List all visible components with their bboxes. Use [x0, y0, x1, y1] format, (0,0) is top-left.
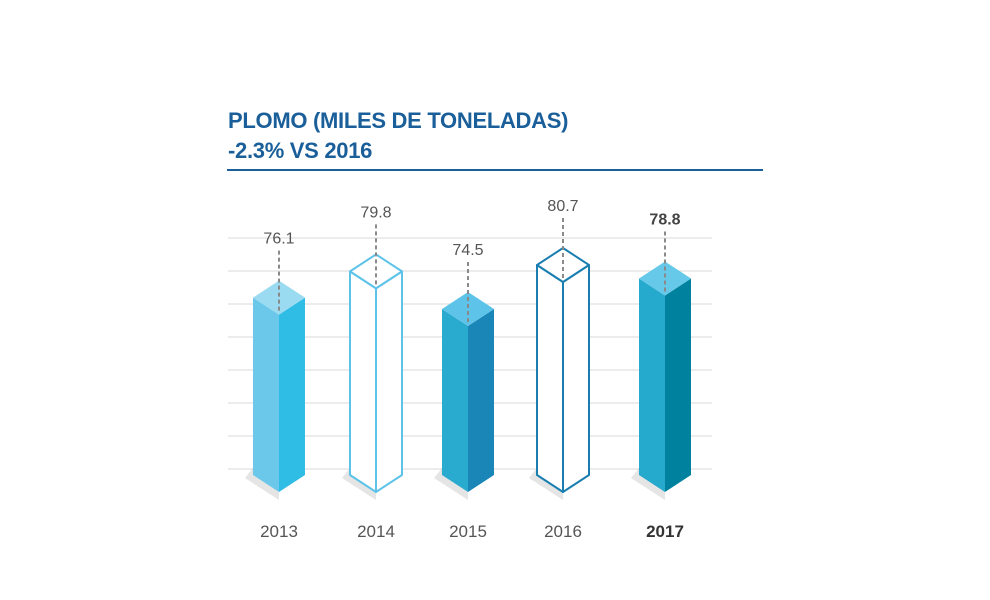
data-label: 74.5	[452, 242, 483, 259]
bar-top-face	[253, 280, 305, 315]
bar-2014: 79.8 2014	[342, 204, 403, 541]
bar-right-face	[375, 270, 403, 493]
bar-2015: 74.5 2015	[434, 242, 494, 541]
bar-top-face	[639, 261, 691, 296]
bar-right-face	[279, 297, 305, 492]
x-tick-label: 2016	[544, 522, 582, 541]
x-tick-label: 2017	[646, 522, 684, 541]
data-label: 80.7	[547, 198, 578, 215]
chart-title-block: PLOMO (MILES DE TONELADAS) -2.3% VS 2016	[228, 106, 763, 166]
bar-top-face	[536, 247, 590, 283]
bar-left-face	[536, 264, 564, 493]
bar-2016: 80.7 2016	[529, 198, 590, 541]
data-label: 76.1	[263, 231, 294, 248]
bar-right-face	[665, 278, 691, 492]
x-tick-label: 2013	[260, 522, 298, 541]
bar-2013: 76.1 2013	[245, 231, 305, 541]
chart-title: PLOMO (MILES DE TONELADAS)	[228, 108, 569, 133]
bar-left-face	[442, 309, 468, 492]
bar-left-face	[349, 270, 377, 493]
bar-left-face	[639, 278, 665, 492]
bar-right-face	[468, 309, 494, 492]
data-label: 79.8	[360, 204, 391, 221]
bar-shadow	[434, 468, 468, 500]
bar-left-face	[253, 297, 279, 492]
bar-shadow	[245, 468, 279, 500]
bar-right-face	[562, 264, 590, 493]
x-tick-label: 2015	[449, 522, 487, 541]
bar-2017: 78.8 2017	[631, 211, 691, 541]
bar-top-face	[349, 253, 403, 290]
x-tick-label: 2014	[357, 522, 395, 541]
chart-subtitle: -2.3% VS 2016	[228, 138, 373, 163]
bar-shadow	[631, 468, 665, 500]
data-label: 78.8	[649, 211, 680, 228]
bar-top-face	[442, 292, 494, 326]
title-underline	[227, 169, 763, 171]
